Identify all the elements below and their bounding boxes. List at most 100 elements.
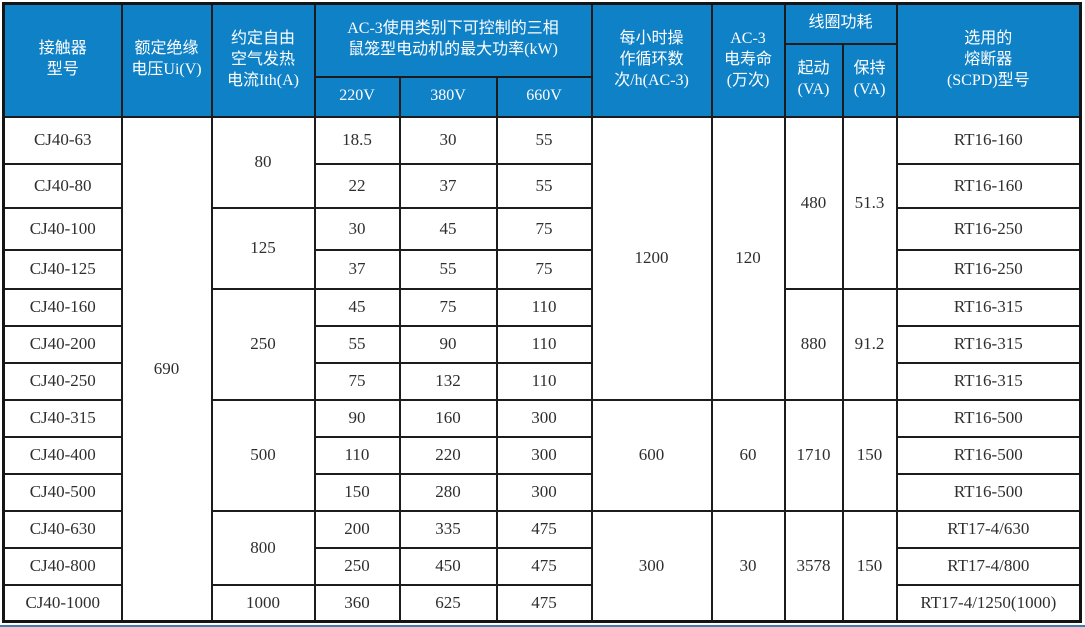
ith-cell: 800 (210, 509, 316, 586)
col-header-coil-start: 起动 (VA) (783, 42, 844, 118)
ith-cell: 125 (210, 206, 316, 290)
col-header-max-power-group: AC-3使用类别下可控制的三相 鼠笼型电动机的最大功率(kW) (313, 2, 593, 78)
kw-660-cell: 110 (495, 361, 593, 401)
life-cell: 120 (710, 115, 786, 401)
header-row-1: 接触器 型号 额定绝缘 电压Ui(V) 约定自由 空气发热 电流Ith(A) A… (2, 2, 1082, 118)
kw-220-cell: 22 (313, 162, 401, 209)
model-cell: CJ40-1000 (2, 583, 123, 623)
model-cell: CJ40-500 (2, 472, 123, 512)
table-header: 接触器 型号 额定绝缘 电压Ui(V) 约定自由 空气发热 电流Ith(A) A… (2, 2, 1082, 118)
fuse-cell: RT16-500 (895, 435, 1082, 475)
fuse-cell: RT16-250 (895, 248, 1082, 290)
fuse-cell: RT16-500 (895, 398, 1082, 438)
fuse-cell: RT17-4/1250(1000) (895, 583, 1082, 623)
model-cell: CJ40-800 (2, 546, 123, 586)
fuse-cell: RT16-160 (895, 115, 1082, 165)
kw-380-cell: 160 (398, 398, 498, 438)
col-header-thermal-current: 约定自由 空气发热 电流Ith(A) (210, 2, 316, 118)
ith-cell: 500 (210, 398, 316, 512)
kw-660-cell: 475 (495, 583, 593, 623)
kw-380-cell: 37 (398, 162, 498, 209)
kw-660-cell: 475 (495, 509, 593, 549)
coil-start-cell: 880 (783, 287, 844, 401)
col-header-660v: 660V (495, 75, 593, 118)
table-row: CJ40-315 500 90 160 300 600 60 1710 150 RT16-500 (2, 398, 1082, 512)
col-header-380v: 380V (398, 75, 498, 118)
kw-380-cell: 90 (398, 324, 498, 364)
table-body: CJ40-63 690 80 18.5 30 55 1200 120 480 51.3 RT16-1… (2, 115, 1082, 623)
coil-start-cell: 1710 (783, 398, 844, 512)
table-row: CJ40-800 250 450 475 RT17-4/800 (2, 546, 1082, 586)
kw-220-cell: 110 (313, 435, 401, 475)
fuse-cell: RT16-315 (895, 287, 1082, 327)
kw-380-cell: 280 (398, 472, 498, 512)
col-header-operating-cycles: 每小时操 作循环数 次/h(AC-3) (590, 2, 713, 118)
kw-220-cell: 37 (313, 248, 401, 290)
kw-380-cell: 625 (398, 583, 498, 623)
model-cell: CJ40-200 (2, 324, 123, 364)
kw-660-cell: 75 (495, 206, 593, 251)
col-header-contactor-model: 接触器 型号 (2, 2, 123, 118)
fuse-cell: RT17-4/630 (895, 509, 1082, 549)
header-row-3: 220V 380V 660V (4, 75, 1081, 118)
model-cell: CJ40-160 (2, 287, 123, 327)
kw-380-cell: 450 (398, 546, 498, 586)
coil-hold-cell: 150 (841, 398, 898, 512)
model-cell: CJ40-80 (2, 162, 123, 209)
coil-hold-cell: 51.3 (841, 115, 898, 290)
fuse-cell: RT16-250 (895, 206, 1082, 251)
ith-cell: 80 (210, 115, 316, 209)
fuse-cell: RT16-500 (895, 472, 1082, 512)
kw-220-cell: 90 (313, 398, 401, 438)
model-cell: CJ40-315 (2, 398, 123, 438)
coil-start-cell: 3578 (783, 509, 844, 623)
kw-380-cell: 75 (398, 287, 498, 327)
model-cell: CJ40-125 (2, 248, 123, 290)
kw-380-cell: 30 (398, 115, 498, 165)
header-row-2: 起动 (VA) 保持 (VA) (4, 42, 1081, 118)
kw-660-cell: 55 (495, 115, 593, 165)
col-header-fuse-type: 选用的 熔断器 (SCPD)型号 (895, 2, 1082, 118)
table-row: CJ40-200 55 90 110 RT16-315 (2, 324, 1082, 364)
table-row: CJ40-125 37 55 75 RT16-250 (2, 248, 1082, 290)
fuse-cell: RT16-160 (895, 162, 1082, 209)
table-row: CJ40-160 250 45 75 110 880 91.2 RT16-315 (2, 287, 1082, 401)
ui-cell: 690 (120, 115, 213, 623)
col-header-220v: 220V (313, 75, 401, 118)
model-cell: CJ40-100 (2, 206, 123, 251)
table-row: CJ40-80 22 37 55 RT16-160 (2, 162, 1082, 209)
fuse-cell: RT16-315 (895, 361, 1082, 401)
life-cell: 60 (710, 398, 786, 512)
kw-220-cell: 360 (313, 583, 401, 623)
fuse-cell: RT17-4/800 (895, 546, 1082, 586)
kw-380-cell: 55 (398, 248, 498, 290)
table-row: CJ40-630 800 200 335 475 300 30 3578 150 RT17-4/6… (2, 509, 1082, 623)
ith-cell: 250 (210, 287, 316, 401)
kw-380-cell: 45 (398, 206, 498, 251)
kw-220-cell: 55 (313, 324, 401, 364)
life-cell: 30 (710, 509, 786, 623)
col-header-insulation-voltage: 额定绝缘 电压Ui(V) (120, 2, 213, 118)
table-row: CJ40-250 75 132 110 RT16-315 (2, 361, 1082, 401)
ith-cell: 1000 (210, 583, 316, 623)
kw-660-cell: 110 (495, 324, 593, 364)
kw-220-cell: 75 (313, 361, 401, 401)
col-header-electrical-life: AC-3 电寿命 (万次) (710, 2, 786, 118)
kw-220-cell: 250 (313, 546, 401, 586)
kw-380-cell: 132 (398, 361, 498, 401)
kw-660-cell: 300 (495, 472, 593, 512)
coil-hold-cell: 150 (841, 509, 898, 623)
kw-380-cell: 220 (398, 435, 498, 475)
kw-380-cell: 335 (398, 509, 498, 549)
kw-660-cell: 75 (495, 248, 593, 290)
bottom-divider-line (0, 625, 1085, 627)
cycles-cell: 1200 (590, 115, 713, 401)
kw-220-cell: 200 (313, 509, 401, 549)
cycles-cell: 600 (590, 398, 713, 512)
kw-220-cell: 18.5 (313, 115, 401, 165)
cycles-cell: 300 (590, 509, 713, 623)
model-cell: CJ40-250 (2, 361, 123, 401)
model-cell: CJ40-63 (2, 115, 123, 165)
